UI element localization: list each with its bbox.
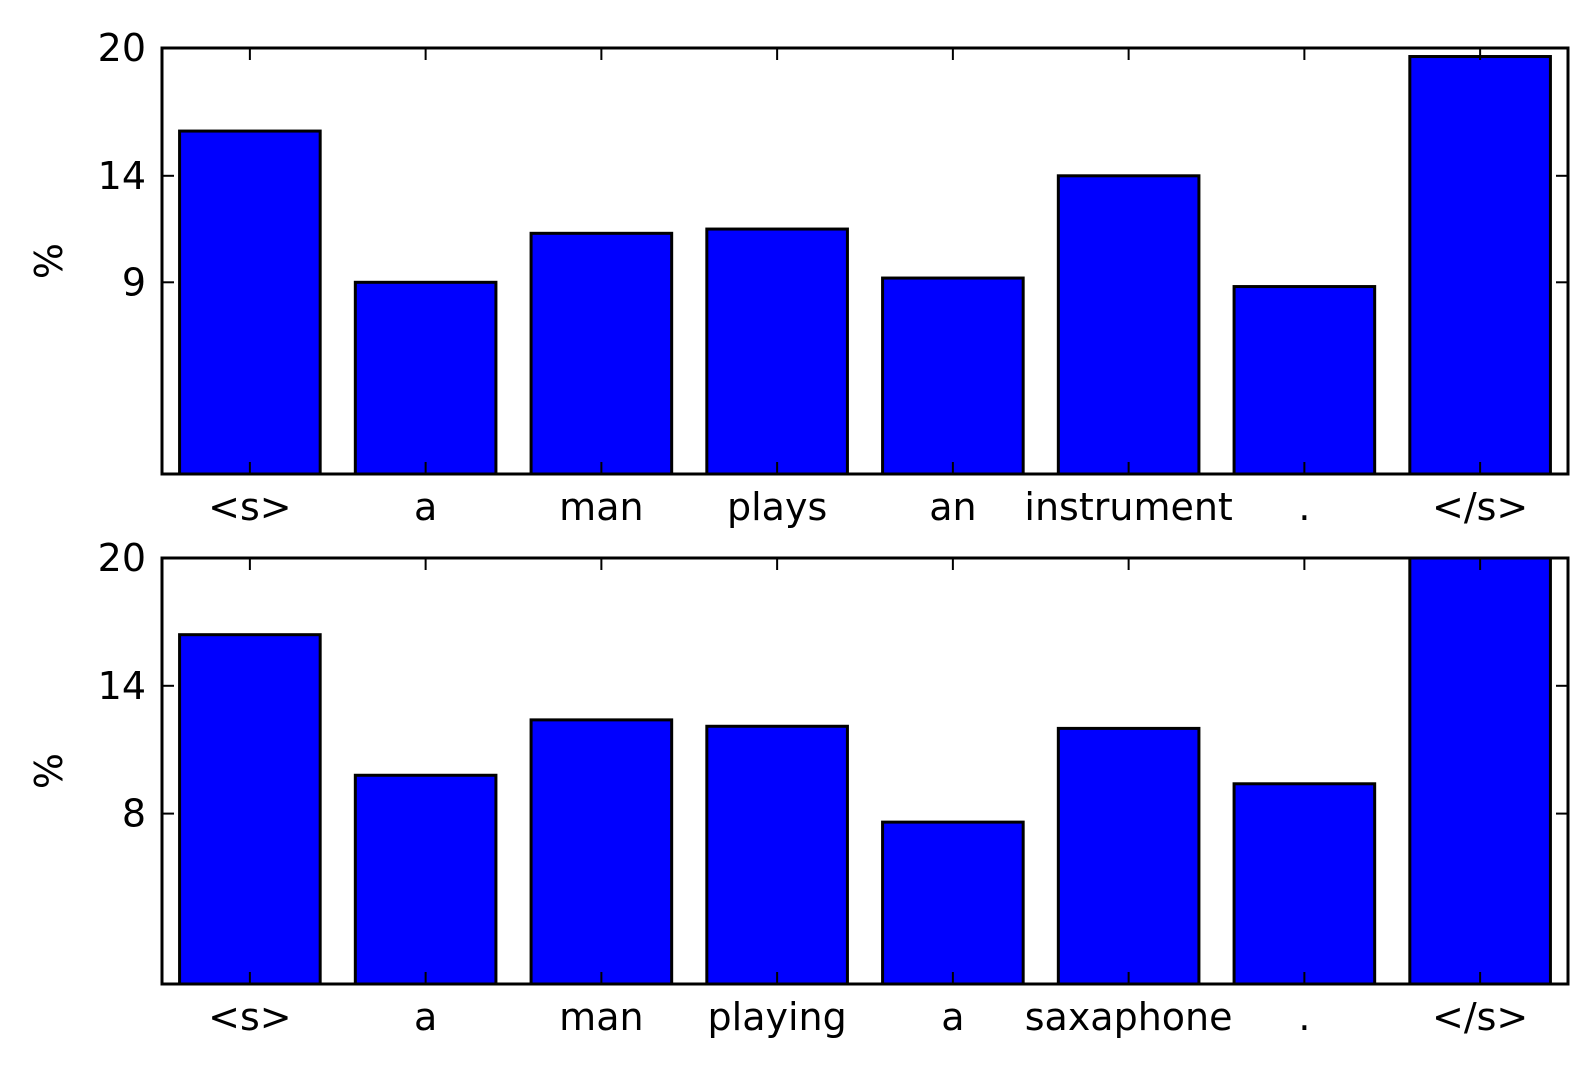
x-tick-label: saxaphone	[1025, 995, 1233, 1039]
chart-panel-top: <s> a man plays an instrument. </s> 9 14 20%	[27, 26, 1570, 529]
y-tick-label: 20	[98, 26, 146, 70]
bar-0	[178, 129, 322, 476]
x-tick-label: an	[929, 485, 976, 529]
y-axis-label: %	[27, 243, 71, 279]
plot-frame	[160, 46, 1570, 476]
x-tick-label: .	[1298, 995, 1310, 1039]
bar-7	[1408, 556, 1552, 986]
x-tick-label: a	[941, 995, 964, 1039]
bar-5	[1056, 174, 1201, 476]
bar-6	[1232, 285, 1377, 476]
chart-panel-bottom: <s> a man playing a saxaphone. </s> 8 14 20%	[27, 536, 1570, 1039]
bar-4	[881, 820, 1025, 986]
bar-2	[529, 718, 674, 986]
y-tick-label: 14	[98, 154, 146, 198]
y-tick-label: 8	[122, 792, 146, 836]
bar-1	[353, 280, 498, 476]
x-tick-label: <s>	[208, 485, 291, 529]
y-tick-label: 9	[122, 260, 146, 304]
x-tick-label: .	[1298, 485, 1310, 529]
bar-0	[178, 633, 322, 986]
bar-5	[1056, 726, 1201, 986]
y-tick-label: 20	[98, 536, 146, 580]
x-tick-label: playing	[708, 995, 847, 1039]
bar-7	[1408, 55, 1552, 476]
x-tick-label: <s>	[208, 995, 291, 1039]
bar-3	[705, 724, 849, 986]
bar-3	[705, 227, 849, 476]
x-tick-label: instrument	[1024, 485, 1232, 529]
x-tick-label: </s>	[1432, 485, 1528, 529]
plot-frame	[160, 556, 1570, 986]
bar-6	[1232, 782, 1377, 986]
x-tick-label: man	[559, 485, 643, 529]
bar-1	[353, 773, 498, 986]
x-tick-label: a	[414, 995, 437, 1039]
bar-2	[529, 231, 674, 476]
x-tick-label: man	[559, 995, 643, 1039]
y-axis-label: %	[27, 753, 71, 789]
x-tick-label: plays	[727, 485, 827, 529]
x-tick-label: </s>	[1432, 995, 1528, 1039]
y-tick-label: 14	[98, 664, 146, 708]
bar-4	[881, 276, 1025, 476]
x-tick-label: a	[414, 485, 437, 529]
